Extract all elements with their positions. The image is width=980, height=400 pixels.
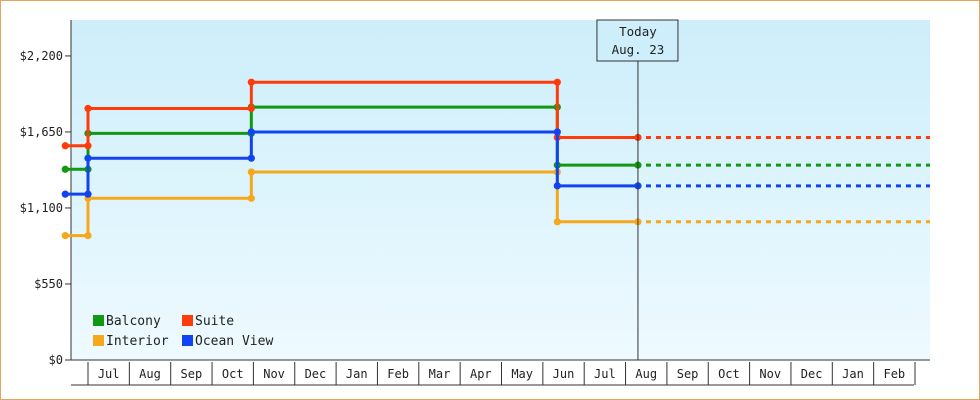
series-line [65,80,638,148]
y-tick-label: $1,650 [20,125,63,139]
data-point [247,168,255,176]
x-tick-label: May [511,367,533,381]
x-tick-label: Feb [883,367,905,381]
today-label: Today [619,24,657,39]
x-tick-label: Mar [429,367,451,381]
series-suite [61,78,930,150]
data-point [61,190,69,198]
x-tick-label: Oct [222,367,244,381]
x-axis-month-band: Jul Aug Sep Oct Nov Dec Jan Feb Mar Apr May Jun Jul A… [71,362,916,386]
today-marker: Today Aug. 23 [596,19,679,360]
y-tick-label: $550 [34,277,63,291]
x-tick-label: Aug [635,367,657,381]
legend-label: Suite [195,314,234,329]
x-tick-label: Feb [387,367,409,381]
series-line [65,130,638,196]
legend: Balcony Suite Interior Ocean View [93,314,273,349]
x-tick-label: Jan [346,367,368,381]
data-point [247,154,255,162]
plot-area [71,20,930,360]
data-point [61,165,69,173]
y-axis: $0 $550 $1,100 $1,650 $2,200 [20,20,930,367]
x-tick-label: Jul [98,367,120,381]
x-tick-label: Dec [801,367,823,381]
legend-swatch [93,315,104,326]
legend-label: Balcony [106,314,161,329]
data-point [247,104,255,113]
legend-label: Ocean View [195,334,273,349]
data-point [61,232,69,240]
x-tick-label: Aug [139,367,161,381]
x-tick-label: Oct [718,367,740,381]
data-point [61,142,69,150]
legend-swatch [93,335,104,346]
data-point [553,218,561,226]
x-tick-label: Dec [305,367,327,381]
data-point [84,154,92,162]
data-point [247,78,255,86]
y-tick-label: $2,200 [20,49,63,63]
x-tick-label: Sep [181,367,203,381]
data-point [247,128,255,136]
data-point [553,78,561,86]
data-point [553,182,561,190]
x-tick-label: Nov [263,367,285,381]
data-point [84,232,92,240]
series-ocean-view [61,128,930,198]
x-tick-label: Jul [594,367,616,381]
data-point [84,142,92,150]
today-date: Aug. 23 [612,42,665,57]
legend-swatch [182,315,193,326]
series-layer [61,78,930,240]
today-box [596,19,679,62]
data-point [553,128,561,136]
y-tick-label: $0 [49,353,63,367]
data-point [84,104,92,113]
x-tick-label: Nov [759,367,781,381]
x-tick-label: Jan [842,367,864,381]
x-tick-label: Apr [470,367,492,381]
x-tick-label: Sep [677,367,699,381]
x-tick-label: Jun [553,367,575,381]
data-point [247,194,255,202]
data-point [84,190,92,198]
y-tick-label: $1,100 [20,201,63,215]
legend-label: Interior [106,334,169,349]
legend-swatch [182,335,193,346]
series-line [65,170,638,238]
